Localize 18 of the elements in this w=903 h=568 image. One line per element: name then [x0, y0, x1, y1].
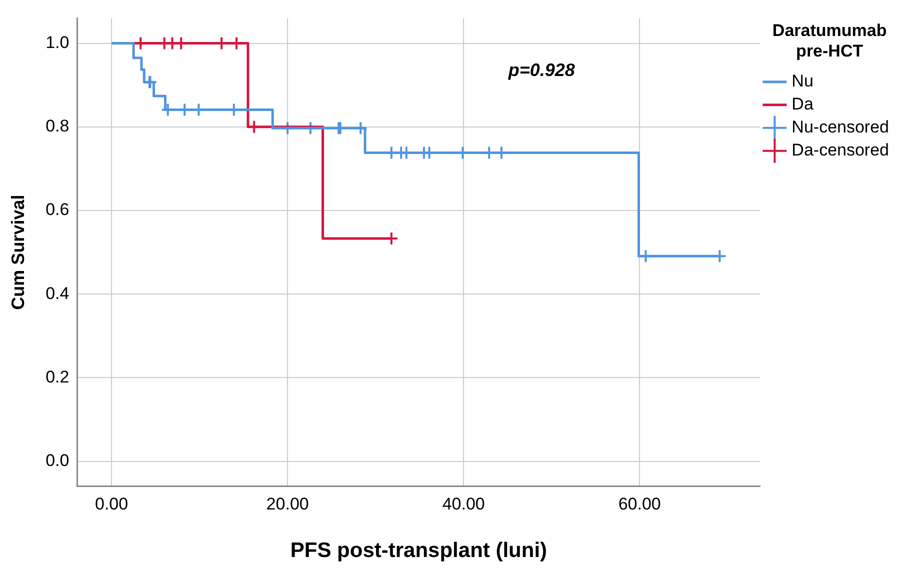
y-tick-label: 0.2	[46, 367, 70, 386]
legend-label: Nu-censored	[792, 118, 889, 137]
x-tick-label: 40.00	[442, 494, 485, 514]
x-axis-title: PFS post-transplant (luni)	[290, 539, 548, 562]
y-tick-label: 0.6	[46, 200, 70, 220]
y-tick-label: 0.8	[46, 116, 70, 136]
legend-title: Daratumumab pre-HCT	[772, 21, 887, 61]
legend-label: Nu	[792, 72, 814, 91]
legend-label: Da-censored	[792, 140, 889, 160]
y-tick-label: 0.4	[46, 284, 70, 303]
x-tick-label: 60.00	[618, 494, 661, 514]
y-tick-label: 0.0	[46, 451, 70, 470]
y-axis-title: Cum Survival	[8, 194, 28, 310]
x-tick-label: 0.00	[95, 494, 128, 514]
x-tick-label: 20.00	[266, 494, 309, 514]
annotation: p=0.928	[507, 60, 575, 80]
legend-label: Da	[792, 94, 814, 114]
y-tick-label: 1.0	[46, 32, 70, 52]
